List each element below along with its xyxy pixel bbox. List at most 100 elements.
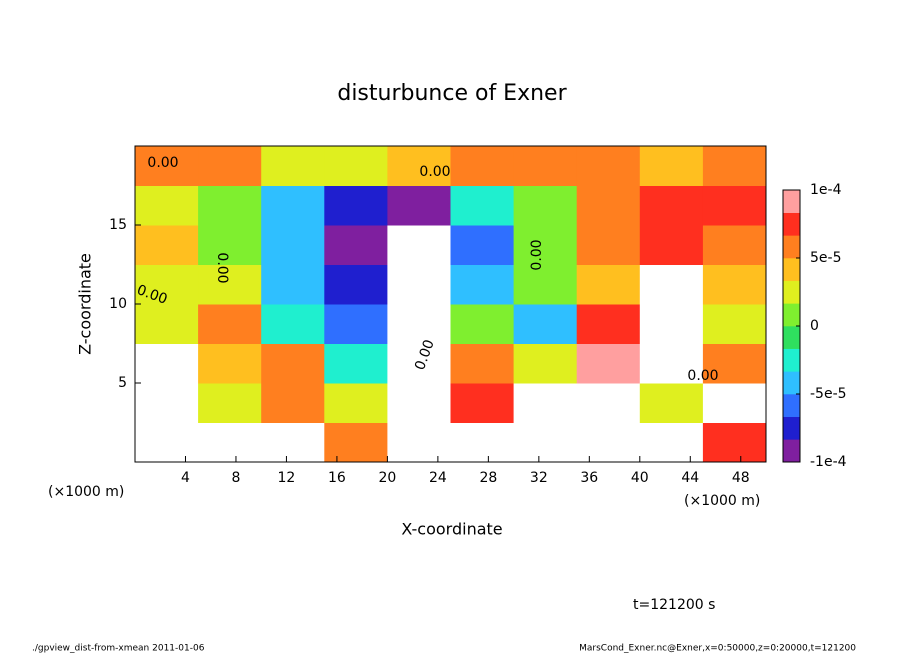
heat-cell: [576, 185, 641, 226]
colorbar-tick-label: 5e-5: [810, 250, 841, 266]
heat-cell: [450, 146, 515, 186]
footer-right: MarsCond_Exner.nc@Exner,x=0:50000,z=0:20…: [579, 644, 856, 654]
heat-cell: [324, 264, 388, 305]
heat-cell: [639, 264, 704, 305]
colorbar-swatch: [783, 303, 800, 327]
x-tick-label: 36: [580, 470, 598, 486]
colorbar-swatch: [783, 235, 800, 259]
heat-cell: [387, 343, 451, 384]
heat-cell: [639, 185, 704, 226]
heat-cell: [198, 185, 262, 226]
x-unit-label: (×1000 m): [684, 493, 760, 509]
heat-cell: [702, 264, 767, 305]
heat-cell: [450, 264, 515, 305]
y-tick-label: 5: [118, 375, 127, 391]
colorbar-tick-label: -1e-4: [810, 454, 847, 470]
heat-cell: [198, 422, 262, 463]
chart-title: disturbunce of Exner: [337, 81, 567, 106]
contour-label: 0.00: [214, 252, 230, 283]
heat-cell: [135, 225, 199, 265]
heat-cell: [513, 343, 578, 384]
colorbar-swatch: [783, 190, 800, 213]
contour-label: 0.00: [419, 164, 450, 180]
x-tick-label: 8: [231, 470, 240, 486]
heat-cell: [324, 343, 388, 384]
heat-cell: [450, 225, 515, 265]
x-tick-label: 48: [732, 470, 750, 486]
heat-cell: [702, 185, 767, 226]
heat-cell: [324, 383, 388, 423]
heat-cell: [198, 225, 262, 265]
heat-cell: [261, 343, 325, 384]
contour-label: 0.00: [529, 239, 545, 270]
heat-cell: [261, 185, 325, 226]
x-tick-label: 20: [378, 470, 396, 486]
heat-cell: [261, 383, 325, 423]
heat-cell: [135, 343, 199, 384]
heat-cell: [513, 383, 578, 423]
heat-cell: [702, 146, 767, 186]
heat-cell: [387, 422, 451, 463]
heat-cell: [576, 304, 641, 344]
heat-cell: [387, 264, 451, 305]
heat-cell: [513, 185, 578, 226]
heat-cell: [198, 343, 262, 384]
x-tick-label: 16: [328, 470, 346, 486]
heat-cell: [450, 383, 515, 423]
colorbar-swatch: [783, 416, 800, 440]
y-tick-label: 10: [109, 296, 127, 312]
heat-cell: [639, 422, 704, 463]
x-tick-label: 12: [278, 470, 296, 486]
heat-cell: [702, 304, 767, 344]
heat-cell: [450, 304, 515, 344]
x-tick-label: 24: [429, 470, 447, 486]
heat-cell: [324, 422, 388, 463]
colorbar-swatch: [783, 394, 800, 417]
heat-cell: [513, 146, 578, 186]
colorbar-swatch: [783, 371, 800, 395]
y-axis-label: Z-coordinate: [76, 253, 95, 355]
x-tick-label: 4: [181, 470, 190, 486]
x-tick-label: 44: [681, 470, 699, 486]
heat-cell: [324, 146, 388, 186]
colorbar-swatch: [783, 326, 800, 349]
x-tick-label: 40: [631, 470, 649, 486]
heat-cell: [639, 304, 704, 344]
heat-cell: [261, 304, 325, 344]
heat-cell: [513, 225, 578, 265]
heat-cell: [639, 383, 704, 423]
x-axis-label: X-coordinate: [401, 520, 502, 539]
y-tick-label: 15: [109, 217, 127, 233]
heat-cell: [387, 383, 451, 423]
heat-cell: [702, 422, 767, 463]
heat-cell: [639, 343, 704, 384]
heat-cell: [135, 383, 199, 423]
heat-cell: [135, 422, 199, 463]
heat-cell: [198, 304, 262, 344]
colorbar-tick-label: 0: [810, 318, 819, 334]
footer-left: ./gpview_dist-from-xmean 2011-01-06: [32, 644, 205, 654]
heat-cell: [135, 304, 199, 344]
heat-cell: [324, 185, 388, 226]
heat-cell: [261, 422, 325, 463]
heat-cell: [576, 343, 641, 384]
heat-cell: [513, 264, 578, 305]
heat-cell: [387, 225, 451, 265]
heat-cell: [450, 343, 515, 384]
time-label: t=121200 s: [633, 597, 715, 613]
colorbar-tick-label: -5e-5: [810, 386, 847, 402]
heat-cell: [387, 304, 451, 344]
heat-cell: [135, 264, 199, 305]
heat-cell: [702, 225, 767, 265]
heat-cell: [576, 225, 641, 265]
heat-cell: [702, 383, 767, 423]
colorbar-swatch: [783, 212, 800, 236]
colorbar-swatch: [783, 258, 800, 281]
heat-cell: [513, 422, 578, 463]
colorbar-swatch: [783, 439, 800, 463]
heat-cell: [198, 383, 262, 423]
x-tick-label: 32: [530, 470, 548, 486]
heat-cell: [702, 343, 767, 384]
heat-cell: [576, 146, 641, 186]
